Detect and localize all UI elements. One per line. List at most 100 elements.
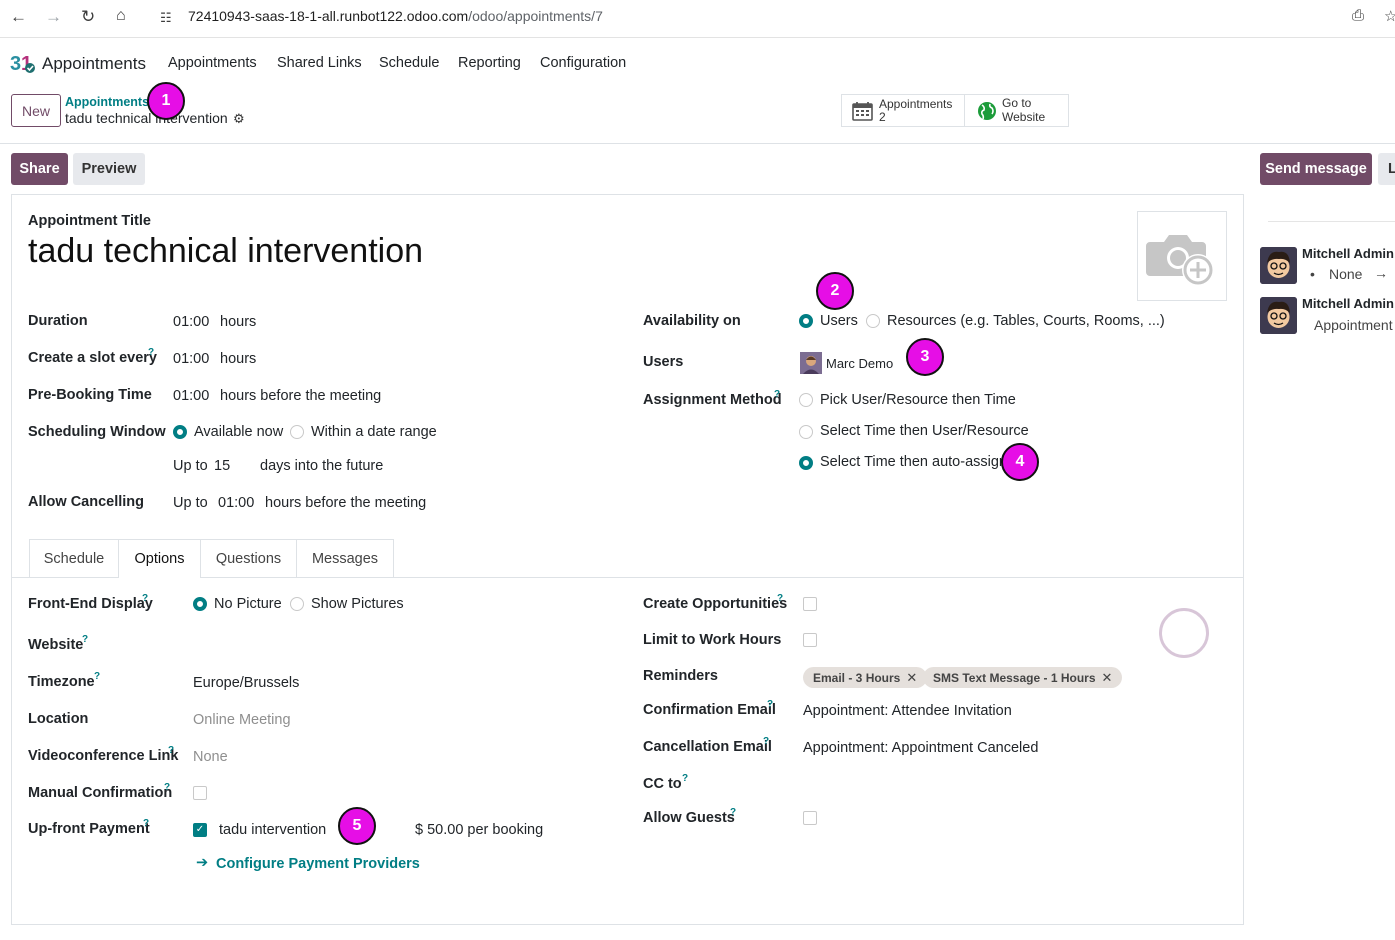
help-tooltip-icon[interactable]: ? xyxy=(730,807,737,818)
reminders-label: Reminders xyxy=(643,668,718,684)
tab-questions[interactable]: Questions xyxy=(200,539,297,577)
prebooking-input[interactable]: 01:00 xyxy=(173,388,210,404)
forward-icon[interactable]: → xyxy=(45,7,62,26)
menu-schedule[interactable]: Schedule xyxy=(379,55,440,71)
breadcrumb-parent[interactable]: Appointments xyxy=(65,95,150,109)
app-title[interactable]: Appointments xyxy=(42,54,146,73)
website-field[interactable] xyxy=(193,632,593,656)
user-tag-marc-demo[interactable]: Marc Demo xyxy=(826,356,894,371)
cancel-upto-label: Up to xyxy=(173,495,208,511)
chatter-divider xyxy=(1268,221,1395,222)
no-picture-radio[interactable] xyxy=(193,597,207,611)
log-note-button[interactable]: L xyxy=(1378,153,1395,185)
timezone-select[interactable]: Europe/Brussels xyxy=(193,675,300,691)
configure-payment-providers-link[interactable]: Configure Payment Providers xyxy=(216,856,420,872)
menu-appointments[interactable]: Appointments xyxy=(168,55,257,71)
duration-input[interactable]: 01:00 xyxy=(173,314,210,330)
location-input[interactable]: Online Meeting xyxy=(193,712,291,728)
globe-icon xyxy=(978,102,996,120)
back-icon[interactable]: ← xyxy=(10,7,27,26)
chatter-bullet: • xyxy=(1310,266,1315,282)
allow-guests-checkbox[interactable] xyxy=(803,811,817,825)
frontend-display-label: Front-End Display xyxy=(28,596,153,612)
site-info-icon[interactable]: ☷ xyxy=(160,10,172,25)
help-tooltip-icon[interactable]: ? xyxy=(143,818,150,829)
avatar[interactable] xyxy=(1260,297,1297,334)
preview-button[interactable]: Preview xyxy=(73,153,145,185)
smart-button-count: 2 xyxy=(879,110,886,124)
tab-schedule[interactable]: Schedule xyxy=(29,539,119,577)
reminder-tag[interactable]: Email - 3 Hours ✕ xyxy=(803,667,928,688)
calendar-icon xyxy=(852,102,873,121)
help-tooltip-icon[interactable]: ? xyxy=(763,736,770,747)
annotation-badge: 3 xyxy=(906,338,944,376)
image-upload[interactable] xyxy=(1137,211,1227,301)
share-button[interactable]: Share xyxy=(11,153,68,185)
date-range-radio[interactable] xyxy=(290,425,304,439)
show-pictures-radio[interactable] xyxy=(290,597,304,611)
new-button[interactable]: New xyxy=(11,94,61,127)
chatter-author[interactable]: Mitchell Admin xyxy=(1302,246,1394,261)
help-tooltip-icon[interactable]: ? xyxy=(777,593,784,604)
annotation-badge: 1 xyxy=(147,82,185,120)
payment-product[interactable]: tadu intervention xyxy=(219,822,327,838)
create-opportunities-checkbox[interactable] xyxy=(803,597,817,611)
svg-text:1: 1 xyxy=(21,53,32,74)
help-tooltip-icon[interactable]: ? xyxy=(767,699,774,710)
appointment-title-input[interactable]: tadu technical intervention xyxy=(28,232,424,270)
menu-shared-links[interactable]: Shared Links xyxy=(277,55,362,71)
timezone-label: Timezone xyxy=(28,674,95,690)
location-label: Location xyxy=(28,711,89,727)
bookmark-star-icon[interactable]: ☆ xyxy=(1384,8,1395,25)
limit-work-hours-checkbox[interactable] xyxy=(803,633,817,647)
cc-field[interactable] xyxy=(803,772,1203,796)
resources-radio[interactable] xyxy=(866,314,880,328)
annotation-badge: 4 xyxy=(1001,443,1039,481)
help-tooltip-icon[interactable]: ? xyxy=(168,745,175,756)
close-icon[interactable]: ✕ xyxy=(906,669,918,685)
upfront-payment-checkbox[interactable]: ✓ xyxy=(193,823,207,837)
reminder-tag[interactable]: SMS Text Message - 1 Hours ✕ xyxy=(923,667,1123,688)
go-to-website-smart-button[interactable]: Go to Website xyxy=(965,95,1068,126)
slot-input[interactable]: 01:00 xyxy=(173,351,210,367)
close-icon[interactable]: ✕ xyxy=(1101,669,1113,685)
install-icon[interactable]: ⎙ xyxy=(1352,7,1365,24)
help-tooltip-icon[interactable]: ? xyxy=(94,671,101,682)
help-tooltip-icon[interactable]: ? xyxy=(148,347,155,358)
users-radio[interactable] xyxy=(799,314,813,328)
help-tooltip-icon[interactable]: ? xyxy=(774,389,781,400)
users-label: Users xyxy=(643,354,684,370)
cancellation-email-select[interactable]: Appointment: Appointment Canceled xyxy=(803,740,1039,756)
menu-reporting[interactable]: Reporting xyxy=(458,55,521,71)
svg-text:3: 3 xyxy=(10,53,21,74)
videoconf-select[interactable]: None xyxy=(193,749,228,765)
help-tooltip-icon[interactable]: ? xyxy=(82,634,89,645)
send-message-button[interactable]: Send message xyxy=(1260,153,1372,185)
reload-icon[interactable]: ↻ xyxy=(81,7,96,26)
home-icon[interactable]: ⌂ xyxy=(116,7,126,24)
gear-icon[interactable]: ⚙ xyxy=(233,111,245,126)
chatter-author[interactable]: Mitchell Admin xyxy=(1302,296,1394,311)
available-now-radio[interactable] xyxy=(173,425,187,439)
days-input[interactable]: 15 xyxy=(214,458,231,474)
app-logo-icon[interactable]: 3 1 xyxy=(10,52,36,74)
arrow-right-icon: ➔ xyxy=(196,855,209,871)
appointments-smart-button[interactable]: Appointments 2 xyxy=(842,95,965,126)
manual-confirmation-checkbox[interactable] xyxy=(193,786,207,800)
help-tooltip-icon[interactable]: ? xyxy=(682,773,689,784)
address-bar[interactable]: 72410943-saas-18-1-all.runbot122.odoo.co… xyxy=(188,8,603,24)
smart-buttons: Appointments 2 Go to Website xyxy=(841,94,1069,127)
assign-opt2-radio[interactable] xyxy=(799,425,813,439)
help-tooltip-icon[interactable]: ? xyxy=(142,593,149,604)
confirmation-email-select[interactable]: Appointment: Attendee Invitation xyxy=(803,703,1012,719)
upfront-payment-label: Up-front Payment xyxy=(28,821,150,837)
chatter-message: Appointment xyxy=(1314,317,1393,333)
menu-configuration[interactable]: Configuration xyxy=(540,55,627,71)
tab-messages[interactable]: Messages xyxy=(296,539,394,577)
help-tooltip-icon[interactable]: ? xyxy=(164,782,171,793)
cancel-input[interactable]: 01:00 xyxy=(218,495,255,511)
tab-options[interactable]: Options xyxy=(118,539,201,578)
assign-opt3-radio[interactable] xyxy=(799,456,813,470)
avatar[interactable] xyxy=(1260,247,1297,284)
assign-opt1-radio[interactable] xyxy=(799,393,813,407)
